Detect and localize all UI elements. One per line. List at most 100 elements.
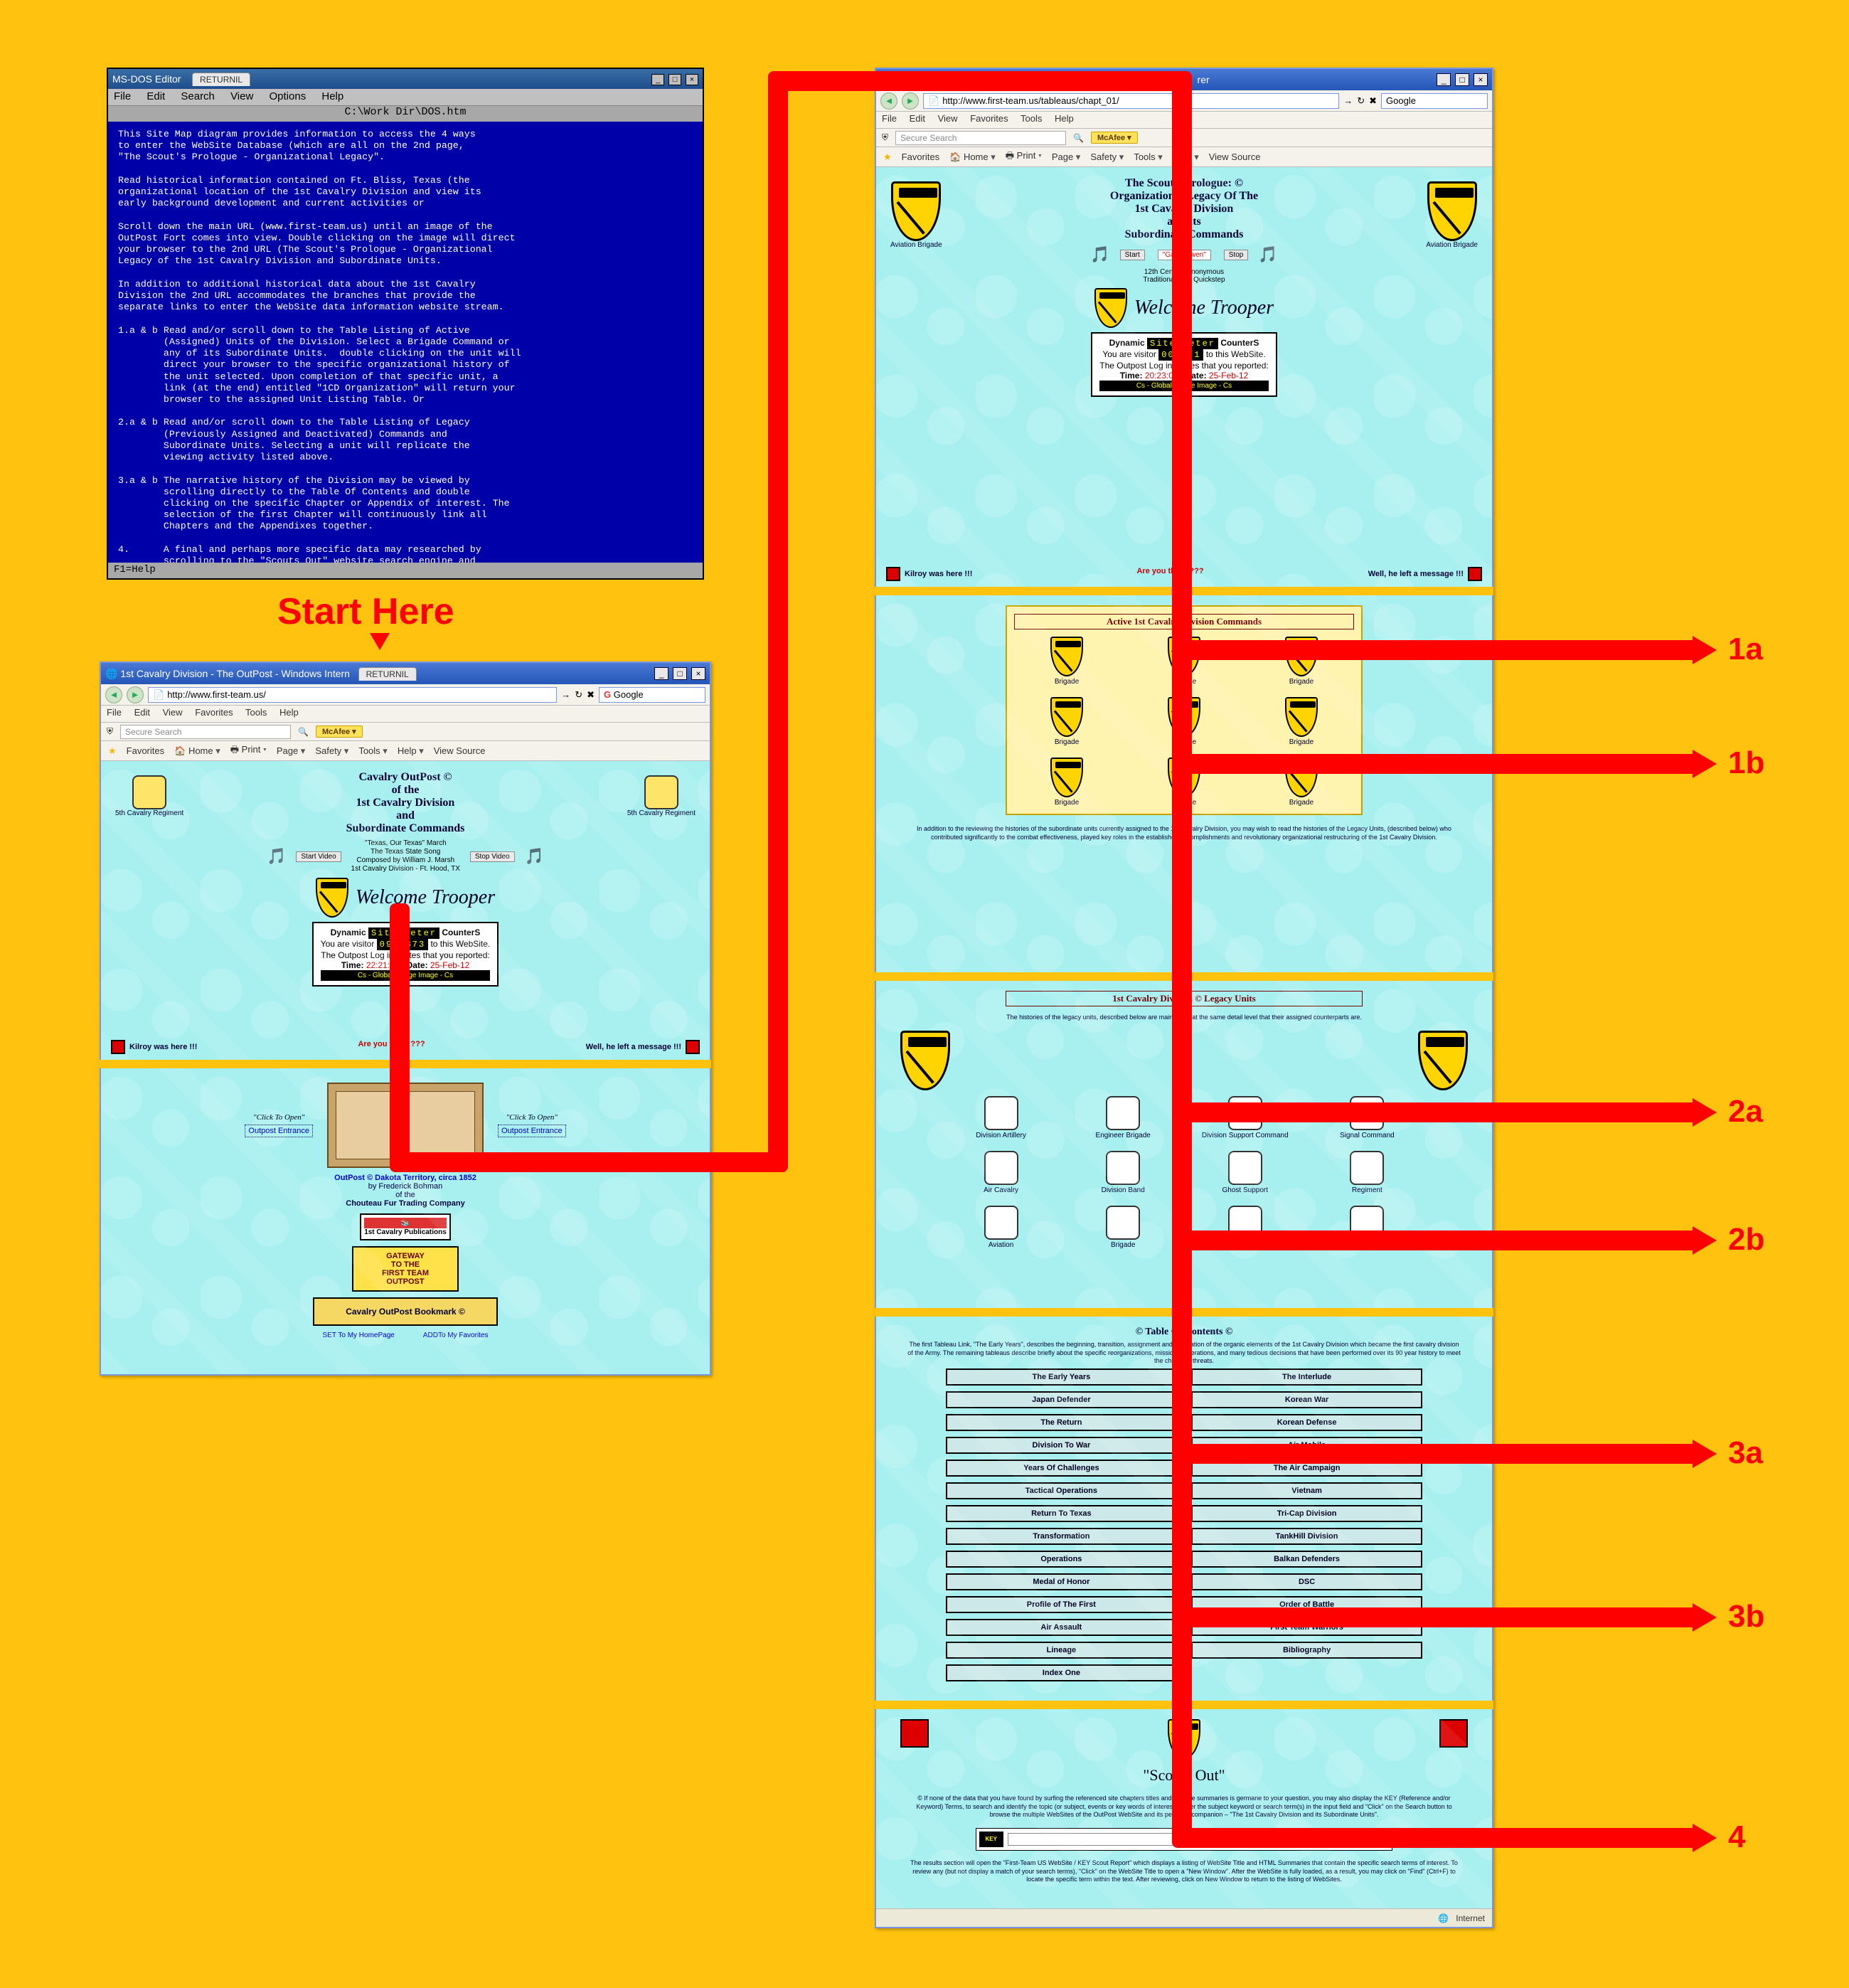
minimize-icon[interactable]: _	[651, 74, 664, 85]
favbar-viewsource[interactable]: View Source	[434, 745, 486, 756]
legacy-unit-link[interactable]: Brigade	[1106, 1206, 1140, 1249]
mcafee-badge[interactable]: McAfee ▾	[1091, 132, 1138, 144]
stop-button[interactable]: Stop	[1224, 250, 1249, 260]
toc-item[interactable]: Bibliography	[1191, 1642, 1422, 1659]
favbar-tools[interactable]: Tools	[1134, 152, 1163, 163]
legacy-unit-link[interactable]: Regiment	[1350, 1151, 1384, 1194]
toc-item[interactable]: Air Assault	[946, 1619, 1177, 1636]
secure-search-box[interactable]: Secure Search	[895, 131, 1066, 145]
toc-item[interactable]: Operations	[946, 1551, 1177, 1568]
back-button[interactable]: ◄	[880, 92, 897, 110]
toc-item[interactable]: Years Of Challenges	[946, 1460, 1177, 1477]
secure-search-box[interactable]: Secure Search	[120, 725, 291, 739]
menu-view[interactable]: View	[230, 90, 253, 102]
legacy-unit-link[interactable]: Ghost Support	[1222, 1151, 1268, 1194]
menu-options[interactable]: Options	[270, 90, 307, 102]
set-homepage-link[interactable]: SET To My HomePage	[322, 1331, 394, 1339]
favbar-safety[interactable]: Safety	[315, 745, 348, 757]
menu-favorites[interactable]: Favorites	[970, 113, 1008, 124]
toc-item[interactable]: Transformation	[946, 1528, 1177, 1545]
menu-help[interactable]: Help	[1055, 113, 1074, 124]
menu-view[interactable]: View	[938, 113, 958, 124]
unit-link[interactable]: Brigade	[1285, 697, 1318, 746]
go-icon[interactable]: →	[561, 689, 570, 700]
toc-item[interactable]: Medal of Honor	[946, 1573, 1177, 1590]
refresh-icon[interactable]: ↻	[575, 689, 582, 701]
favbar-help[interactable]: Help	[398, 745, 424, 757]
stop-icon[interactable]: ✖	[1369, 95, 1377, 107]
start-button[interactable]: Start	[1120, 250, 1145, 260]
toc-item[interactable]: TankHill Division	[1191, 1528, 1422, 1545]
entrance-link-right[interactable]: Outpost Entrance	[498, 1125, 566, 1137]
menu-edit[interactable]: Edit	[910, 113, 925, 124]
toc-item[interactable]: Tactical Operations	[946, 1482, 1177, 1499]
toc-item[interactable]: Korean War	[1191, 1391, 1422, 1408]
gateway-box[interactable]: GATEWAY TO THE FIRST TEAM OUTPOST	[352, 1246, 459, 1292]
legacy-unit-link[interactable]: Division Artillery	[976, 1096, 1026, 1139]
favbar-safety[interactable]: Safety	[1090, 152, 1124, 163]
go-icon[interactable]: →	[1343, 95, 1353, 106]
publications-box[interactable]: 📚 1st Cavalry Publications	[360, 1213, 451, 1240]
toc-item[interactable]: Korean Defense	[1191, 1414, 1422, 1431]
toc-item[interactable]: Profile of The First	[946, 1596, 1177, 1613]
favbar-viewsource[interactable]: View Source	[1209, 152, 1261, 162]
close-icon[interactable]: ×	[691, 667, 705, 680]
search-icon[interactable]: 🔍	[1073, 133, 1084, 143]
favbar-print[interactable]: 🖶 Print	[1006, 149, 1042, 165]
menu-help[interactable]: Help	[279, 707, 299, 718]
toc-item[interactable]: Return To Texas	[946, 1505, 1177, 1522]
menu-tools[interactable]: Tools	[245, 707, 267, 718]
legacy-unit-link[interactable]: Air Cavalry	[984, 1151, 1018, 1194]
menu-view[interactable]: View	[163, 707, 183, 718]
menu-help[interactable]: Help	[321, 90, 343, 102]
toc-item[interactable]: The Early Years	[946, 1368, 1177, 1386]
favbar-home[interactable]: 🏠 Home	[174, 745, 220, 757]
favbar-home[interactable]: 🏠 Home	[949, 152, 996, 163]
stop-video-button[interactable]: Stop Video	[470, 851, 515, 862]
unit-link[interactable]: Brigade	[1050, 637, 1083, 686]
favorites-star-icon[interactable]: ★	[883, 152, 892, 163]
menu-tools[interactable]: Tools	[1021, 113, 1042, 124]
favbar-tools[interactable]: Tools	[358, 745, 388, 757]
toc-item[interactable]: The Return	[946, 1414, 1177, 1431]
toc-item[interactable]: The Interlude	[1191, 1368, 1422, 1386]
favbar-print[interactable]: 🖶 Print	[230, 743, 267, 759]
menu-file[interactable]: File	[107, 707, 122, 718]
menu-favorites[interactable]: Favorites	[195, 707, 233, 718]
toc-item[interactable]: Vietnam	[1191, 1482, 1422, 1499]
menu-file[interactable]: File	[882, 113, 897, 124]
favbar-page[interactable]: Page	[277, 745, 306, 757]
entrance-link-left[interactable]: Outpost Entrance	[245, 1125, 313, 1137]
stop-icon[interactable]: ✖	[587, 689, 595, 701]
toc-item[interactable]: Index One	[946, 1664, 1177, 1681]
add-favorites-link[interactable]: ADDTo My Favorites	[423, 1331, 489, 1339]
unit-link[interactable]: Brigade	[1050, 758, 1083, 807]
refresh-icon[interactable]: ↻	[1357, 95, 1365, 107]
legacy-unit-link[interactable]: Division Band	[1102, 1151, 1145, 1194]
back-button[interactable]: ◄	[105, 686, 122, 703]
menu-edit[interactable]: Edit	[134, 707, 150, 718]
maximize-icon[interactable]: □	[668, 74, 681, 85]
address-bar[interactable]: 📄 http://www.first-team.us/	[148, 687, 557, 703]
favorites-star-icon[interactable]: ★	[108, 745, 117, 757]
toc-item[interactable]: Division To War	[946, 1437, 1177, 1454]
mcafee-badge[interactable]: McAfee ▾	[316, 725, 363, 738]
close-icon[interactable]: ×	[686, 74, 698, 85]
toc-item[interactable]: Japan Defender	[946, 1391, 1177, 1408]
legacy-unit-link[interactable]: Engineer Brigade	[1096, 1096, 1151, 1139]
search-engine-box[interactable]: Google	[1381, 93, 1488, 109]
toc-item[interactable]: Tri-Cap Division	[1191, 1505, 1422, 1522]
favbar-page[interactable]: Page	[1052, 152, 1081, 163]
forward-button[interactable]: ►	[902, 92, 919, 110]
toc-item[interactable]: Balkan Defenders	[1191, 1551, 1422, 1568]
toc-item[interactable]: DSC	[1191, 1573, 1422, 1590]
forward-button[interactable]: ►	[127, 686, 144, 703]
maximize-icon[interactable]: □	[673, 667, 687, 680]
menu-edit[interactable]: Edit	[146, 90, 165, 102]
favbar-favorites[interactable]: Favorites	[127, 745, 164, 756]
unit-link[interactable]: Brigade	[1050, 697, 1083, 746]
close-icon[interactable]: ×	[1474, 73, 1488, 86]
search-engine-box[interactable]: G Google	[599, 687, 705, 703]
search-icon[interactable]: 🔍	[298, 727, 309, 737]
start-video-button[interactable]: Start Video	[296, 851, 341, 862]
